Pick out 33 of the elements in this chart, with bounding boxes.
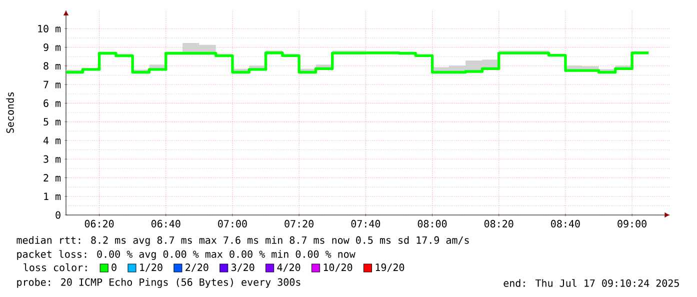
legend-label: 1/20 xyxy=(140,264,162,272)
legend-label: 0 xyxy=(112,264,116,272)
text: end: Thu Jul 17 09:10:24 2025 xyxy=(504,279,679,287)
y-tick-label: 9 m xyxy=(44,43,61,52)
text: packet loss: 0.00 % avg 0.00 % max 0.00 % min 0.00 % now xyxy=(17,250,356,260)
legend-label: 19/20 xyxy=(376,264,404,272)
y-tick-label: 2 m xyxy=(44,174,61,182)
y-tick-label: 3 m xyxy=(44,155,61,163)
legend-title: loss color: xyxy=(24,263,87,272)
x-tick-label: 08:20 xyxy=(484,220,514,228)
legend-label: 3/20 xyxy=(231,264,254,272)
x-tick-label: 09:00 xyxy=(618,220,646,228)
y-tick-label: 1 m xyxy=(44,192,61,200)
x-tick-label: 08:00 xyxy=(418,220,447,228)
y-tick-label: 0 xyxy=(56,211,60,219)
x-tick-label: 07:00 xyxy=(218,220,247,228)
y-tick-label: 4 m xyxy=(44,136,61,144)
x-tick-label: 06:40 xyxy=(151,220,180,228)
y-tick-label: 5 m xyxy=(44,118,61,126)
x-tick-label: 07:40 xyxy=(351,220,380,228)
legend-label: 4/20 xyxy=(277,264,300,272)
text: median rtt: 8.2 ms avg 8.7 ms max 7.6 ms min 8.7 ms now 0.5 ms sd 17.9 am/s xyxy=(16,236,469,246)
text: probe: 20 ICMP Echo Pings (56 Bytes) every 300s xyxy=(17,278,300,288)
y-tick-label: 10 m xyxy=(38,24,61,32)
y-tick-label: 6 m xyxy=(44,99,61,107)
legend-label: 10/20 xyxy=(324,264,352,272)
x-tick-label: 08:40 xyxy=(551,220,580,228)
x-tick-label: 06:20 xyxy=(84,220,114,228)
y-axis-title: Seconds xyxy=(6,92,14,133)
y-tick-label: 7 m xyxy=(44,80,61,88)
y-tick-label: 8 m xyxy=(44,62,61,70)
legend-label: 2/20 xyxy=(186,264,208,272)
x-tick-label: 07:20 xyxy=(284,220,314,228)
